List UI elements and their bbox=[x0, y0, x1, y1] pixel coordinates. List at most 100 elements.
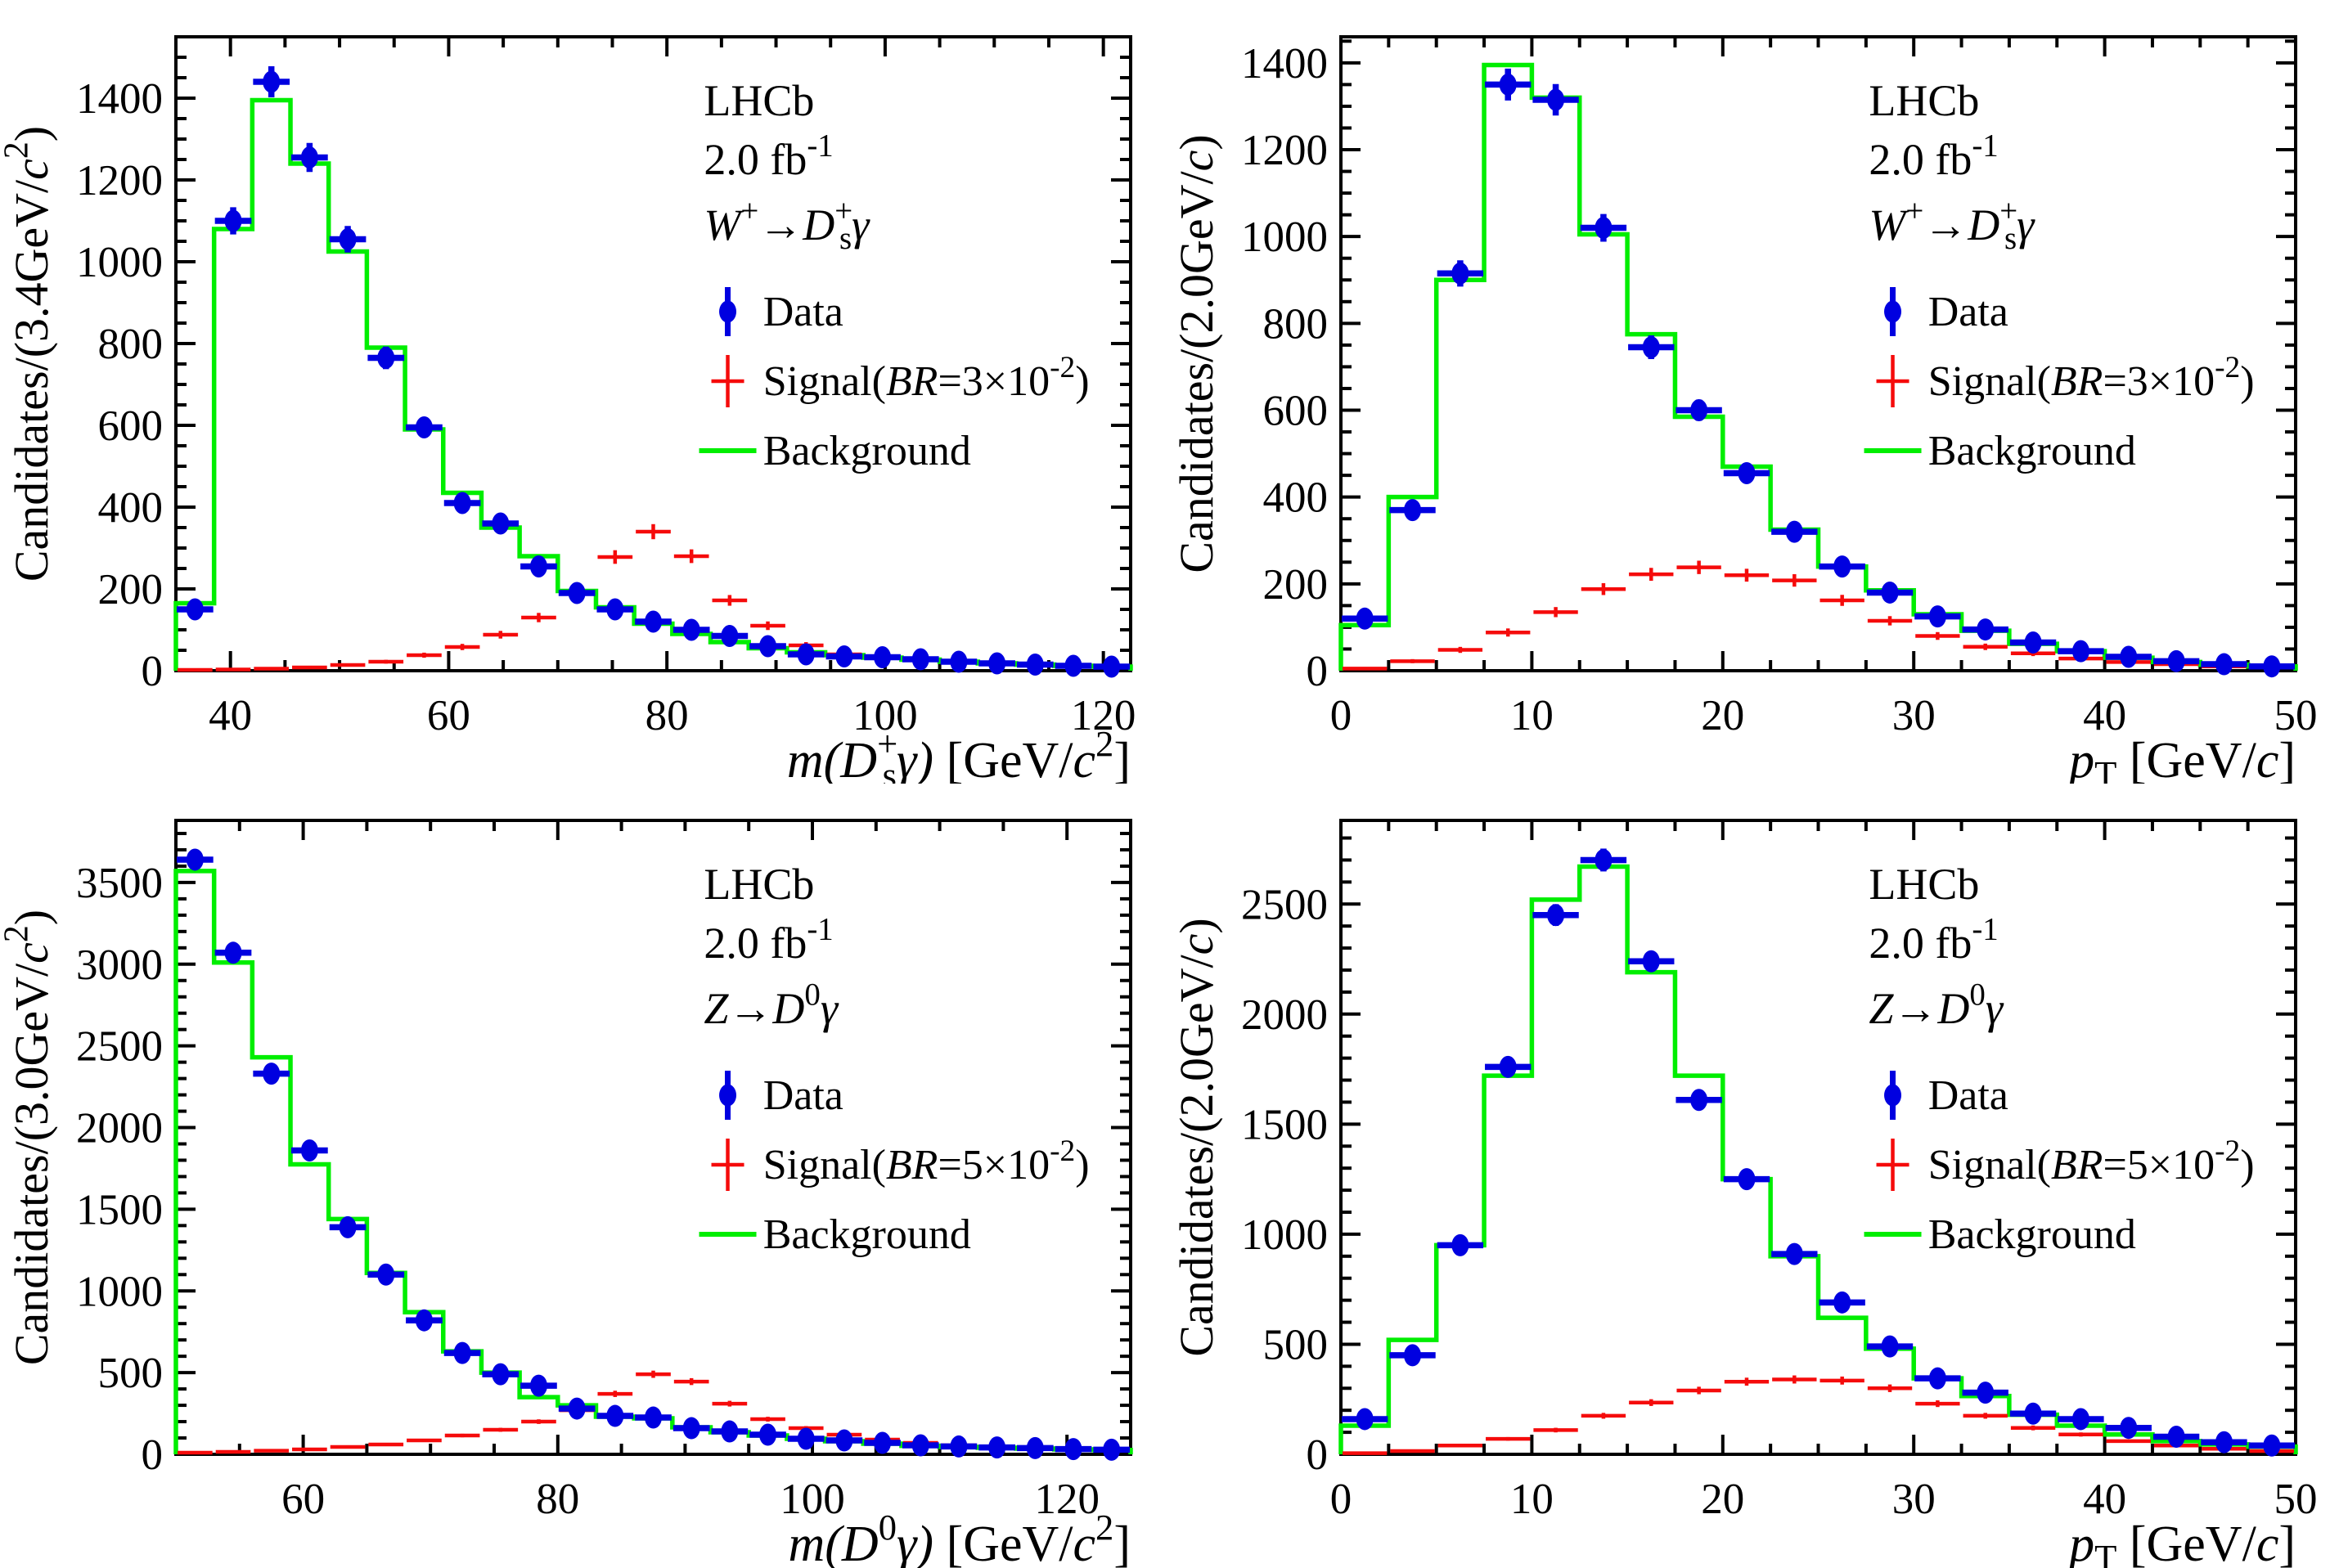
annotation-luminosity: 2.0 fb-1 bbox=[1869, 911, 1998, 968]
data-point bbox=[606, 598, 624, 621]
data-point bbox=[1738, 461, 1756, 484]
y-tick-label: 200 bbox=[98, 566, 164, 613]
data-point bbox=[874, 646, 892, 668]
data-point bbox=[186, 848, 204, 871]
data-point bbox=[1881, 1335, 1899, 1358]
x-tick-label: 0 bbox=[1330, 692, 1352, 739]
y-tick-label: 600 bbox=[98, 402, 164, 450]
data-point bbox=[911, 1434, 929, 1457]
legend-label: Background bbox=[763, 428, 971, 474]
y-tick-label: 500 bbox=[98, 1350, 164, 1397]
y-axis-title: Candidates/(2.0GeV/c) bbox=[1170, 918, 1223, 1356]
data-point bbox=[645, 610, 662, 633]
data-point bbox=[1547, 904, 1565, 927]
y-tick-label: 1400 bbox=[76, 75, 163, 123]
legend-label: Data bbox=[763, 1072, 843, 1119]
x-axis-title: m(D0γ) [GeV/c2] bbox=[788, 1507, 1131, 1568]
data-point bbox=[186, 598, 204, 621]
legend-label: Signal(BR=5×10-2) bbox=[763, 1134, 1090, 1188]
legend-label: Background bbox=[1928, 1211, 2136, 1258]
signal-series bbox=[1343, 560, 2294, 671]
data-point bbox=[797, 1427, 815, 1450]
axis-ticks bbox=[1339, 820, 2297, 1456]
legend-label: Data bbox=[1928, 1072, 2008, 1119]
legend-signal-marker bbox=[1876, 1139, 1909, 1191]
data-point bbox=[1690, 1089, 1708, 1112]
y-tick-label: 800 bbox=[1263, 300, 1329, 348]
x-tick-label: 0 bbox=[1330, 1476, 1352, 1523]
data-series bbox=[1342, 68, 2295, 678]
data-point bbox=[1977, 1382, 1995, 1404]
panel-z-mass: 60 80 100 120 0 500 1000 1500 2000 2500 3000 3500 m(… bbox=[0, 784, 1165, 1568]
chart-w-mass: 40 60 80 100 1200200400600800100012001400m(D… bbox=[0, 35, 1136, 784]
data-point bbox=[529, 1374, 547, 1397]
data-point bbox=[1499, 73, 1517, 96]
legend-label: Background bbox=[1928, 428, 2136, 474]
x-tick-label: 80 bbox=[536, 1476, 579, 1523]
data-point bbox=[1785, 520, 1803, 543]
y-tick-label: 1500 bbox=[1241, 1101, 1328, 1148]
x-tick-label: 20 bbox=[1701, 692, 1744, 739]
annotation-luminosity: 2.0 fb-1 bbox=[1869, 128, 1998, 184]
data-point bbox=[606, 1404, 624, 1427]
data-point bbox=[1451, 262, 1469, 285]
x-axis-title: pT [GeV/c] bbox=[2066, 733, 2296, 784]
legend-data-marker bbox=[1884, 1071, 1902, 1120]
panel-w-mass: 40 60 80 100 120 0 200 400 600 800 1000 1200 1400 m(D… bbox=[0, 0, 1165, 784]
y-tick-label: 3000 bbox=[76, 941, 163, 989]
data-point bbox=[1103, 1438, 1121, 1461]
data-point bbox=[224, 209, 242, 232]
data-point bbox=[2167, 1425, 2185, 1448]
legend-label: Signal(BR=3×10-2) bbox=[1928, 351, 2255, 405]
annotation-experiment: LHCb bbox=[1869, 76, 1979, 125]
data-point bbox=[1499, 1055, 1517, 1078]
data-point bbox=[874, 1431, 892, 1454]
y-tick-label: 500 bbox=[1263, 1321, 1329, 1368]
y-tick-label: 200 bbox=[1263, 561, 1329, 609]
data-point bbox=[1026, 1436, 1044, 1459]
legend-label: Data bbox=[763, 289, 843, 335]
plot-frame bbox=[174, 819, 1132, 1456]
y-tick-label: 2000 bbox=[76, 1105, 163, 1152]
data-point bbox=[2071, 1408, 2089, 1431]
data-point bbox=[1103, 655, 1121, 678]
data-point bbox=[2024, 1402, 2042, 1425]
data-point bbox=[1928, 1367, 1946, 1390]
annotation-process: Z→D0γ bbox=[704, 977, 839, 1033]
legend-data-marker bbox=[719, 287, 737, 336]
y-tick-label: 2500 bbox=[1241, 881, 1328, 928]
data-point bbox=[835, 645, 853, 667]
panel-w-pt: 0 10 20 30 40 50 0 200 400 600 800 1000 1200 1400 pT [… bbox=[1165, 0, 2330, 784]
y-tick-label: 600 bbox=[1263, 388, 1329, 435]
background-histogram bbox=[1338, 864, 2298, 1454]
y-tick-label: 1500 bbox=[76, 1186, 163, 1233]
data-point bbox=[415, 1309, 433, 1332]
annotation-experiment: LHCb bbox=[1869, 860, 1979, 909]
legend-label: Background bbox=[763, 1211, 971, 1258]
y-axis-title: Candidates/(2.0GeV/c) bbox=[1170, 134, 1223, 573]
data-point bbox=[263, 1063, 281, 1085]
x-tick-label: 40 bbox=[2083, 1476, 2126, 1523]
data-point bbox=[797, 643, 815, 666]
x-tick-label: 40 bbox=[2083, 692, 2126, 739]
x-tick-label: 50 bbox=[2274, 1476, 2318, 1523]
data-point bbox=[645, 1406, 662, 1429]
x-tick-label: 40 bbox=[209, 692, 252, 739]
data-point bbox=[1547, 88, 1565, 111]
data-point bbox=[1356, 1408, 1374, 1431]
data-point bbox=[1451, 1233, 1469, 1256]
x-tick-label: 10 bbox=[1510, 692, 1554, 739]
annotation-luminosity: 2.0 fb-1 bbox=[704, 911, 833, 968]
data-point bbox=[2120, 645, 2138, 668]
data-point bbox=[911, 648, 929, 671]
panel-z-pt: 0 10 20 30 40 50 0 500 1000 1500 2000 2500 pT [GeV/c… bbox=[1165, 784, 2330, 1568]
annotation-experiment: LHCb bbox=[704, 76, 814, 125]
data-point bbox=[682, 618, 700, 641]
data-point bbox=[224, 941, 242, 964]
data-point bbox=[2215, 1431, 2233, 1453]
x-tick-label: 30 bbox=[1892, 1476, 1936, 1523]
data-point bbox=[1595, 848, 1613, 871]
annotation-process: W+→D+ sγ bbox=[704, 193, 870, 256]
x-tick-label: 30 bbox=[1892, 692, 1936, 739]
